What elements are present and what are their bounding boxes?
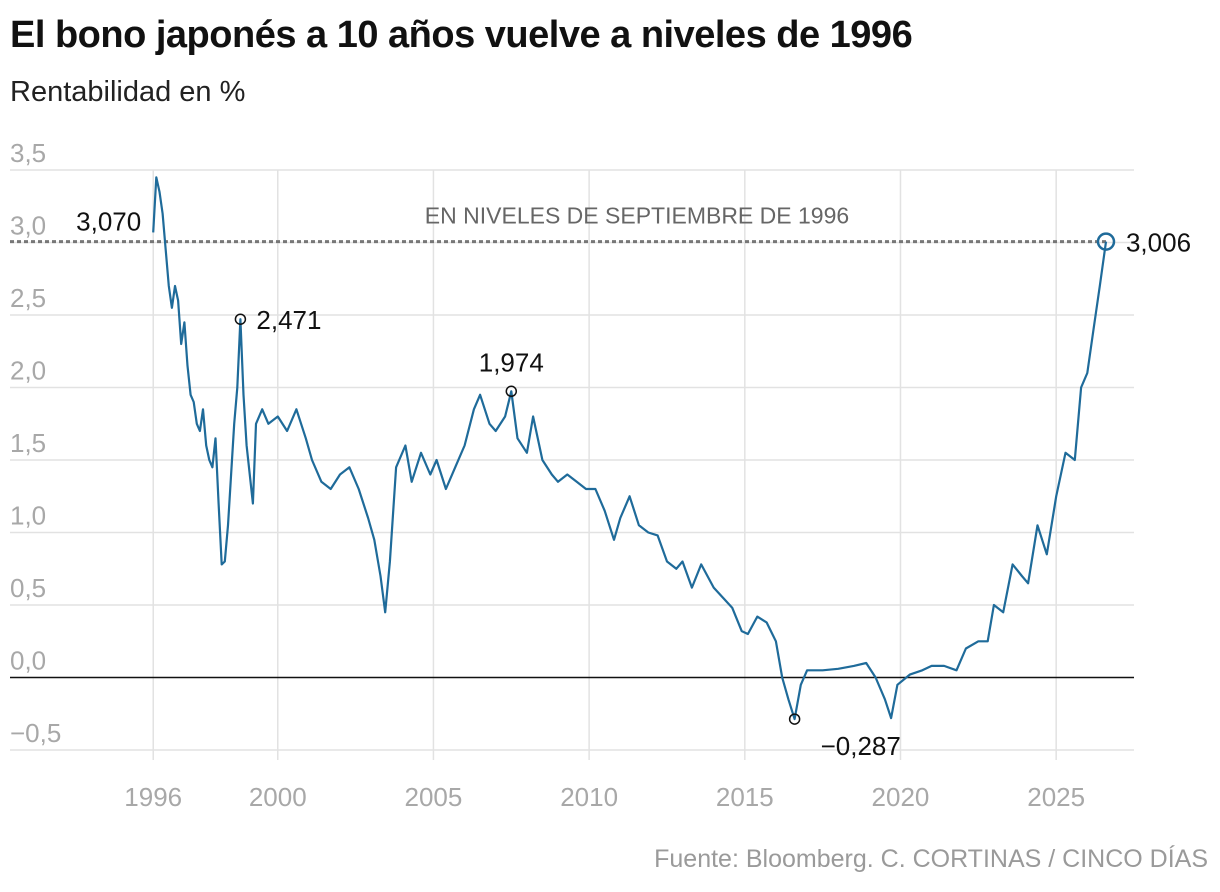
y-axis-ticks: −0,5 0,0 0,5 1,0 1,5 2,0 2,5 3,0 3,5 bbox=[10, 138, 61, 748]
chart-subtitle: Rentabilidad en % bbox=[10, 76, 246, 108]
annotation-label: 1,974 bbox=[479, 347, 544, 377]
y-tick-label: 0,0 bbox=[10, 646, 46, 676]
annotation-marker bbox=[234, 313, 247, 325]
x-tick-label: 2015 bbox=[716, 782, 774, 812]
reference-line-label: EN NIVELES DE SEPTIEMBRE DE 1996 bbox=[425, 203, 849, 229]
x-tick-label: 1996 bbox=[124, 782, 182, 812]
source-note: Fuente: Bloomberg. C. CORTINAS / CINCO D… bbox=[654, 845, 1208, 873]
annotations: 3,070 2,471 1,974 −0,287 3,006 bbox=[76, 206, 1191, 761]
x-axis-ticks: 1996 2000 2005 2010 2015 2020 2025 bbox=[124, 782, 1085, 812]
y-tick-label: 2,0 bbox=[10, 356, 46, 386]
annotation-marker bbox=[788, 713, 801, 725]
y-tick-label: 2,5 bbox=[10, 283, 46, 313]
x-tick-label: 2000 bbox=[249, 782, 307, 812]
x-tick-label: 2010 bbox=[560, 782, 618, 812]
y-tick-label: 1,5 bbox=[10, 428, 46, 458]
y-tick-label: 3,0 bbox=[10, 211, 46, 241]
y-tick-label: 3,5 bbox=[10, 138, 46, 168]
annotation-label: 2,471 bbox=[256, 305, 321, 335]
x-tick-label: 2005 bbox=[405, 782, 463, 812]
annotation-marker bbox=[505, 385, 518, 398]
y-tick-label: 0,5 bbox=[10, 573, 46, 603]
chart-title: El bono japonés a 10 años vuelve a nivel… bbox=[10, 14, 913, 56]
grid-lines bbox=[10, 169, 1134, 760]
y-tick-label: −0,5 bbox=[10, 718, 61, 748]
y-tick-label: 1,0 bbox=[10, 501, 46, 531]
annotation-label: 3,006 bbox=[1126, 228, 1191, 258]
x-tick-label: 2025 bbox=[1027, 782, 1085, 812]
annotation-label: −0,287 bbox=[821, 731, 901, 761]
annotation-label: 3,070 bbox=[76, 206, 141, 236]
annotation-marker bbox=[1096, 232, 1116, 251]
x-tick-label: 2020 bbox=[872, 782, 930, 812]
series-line bbox=[152, 176, 1108, 721]
